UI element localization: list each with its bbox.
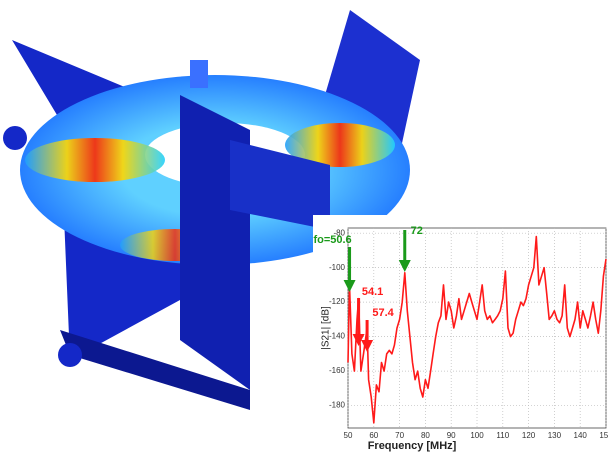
x-tick-label: 150 bbox=[599, 431, 608, 440]
y-axis-label: |S21| [dB] bbox=[321, 306, 332, 350]
x-tick-label: 140 bbox=[574, 431, 588, 440]
annotation-label: 57.4 bbox=[372, 307, 394, 319]
chart: Frequency [MHz] |S21| [dB] -180 -160 -140 -… bbox=[313, 225, 608, 452]
x-tick-label: 90 bbox=[447, 431, 456, 440]
y-tick-label: -160 bbox=[329, 366, 346, 375]
plate bbox=[180, 95, 250, 390]
annotation-label: 72 bbox=[411, 225, 423, 237]
x-tick-label: 120 bbox=[522, 431, 536, 440]
y-tick-label: -120 bbox=[329, 297, 346, 306]
connector bbox=[3, 126, 27, 150]
annotation-label: 54.1 bbox=[362, 286, 383, 298]
x-tick-label: 110 bbox=[496, 431, 509, 440]
x-tick-label: 100 bbox=[470, 431, 484, 440]
x-axis-label: Frequency [MHz] bbox=[368, 440, 457, 452]
connector bbox=[58, 343, 82, 367]
page: Frequency [MHz] |S21| [dB] -180 -160 -140 -… bbox=[0, 0, 608, 453]
x-tick-label: 50 bbox=[344, 431, 353, 440]
x-tick-label: 70 bbox=[395, 431, 404, 440]
x-tick-label: 130 bbox=[548, 431, 562, 440]
x-tick-label: 80 bbox=[421, 431, 430, 440]
field-hot bbox=[25, 138, 165, 182]
x-tick-label: 60 bbox=[369, 431, 378, 440]
clamp bbox=[190, 60, 208, 88]
y-tick-label: -140 bbox=[329, 332, 346, 341]
annotation-label: fo=50.6 bbox=[313, 234, 351, 246]
y-tick-label: -180 bbox=[329, 401, 346, 410]
y-tick-label: -100 bbox=[329, 263, 346, 272]
